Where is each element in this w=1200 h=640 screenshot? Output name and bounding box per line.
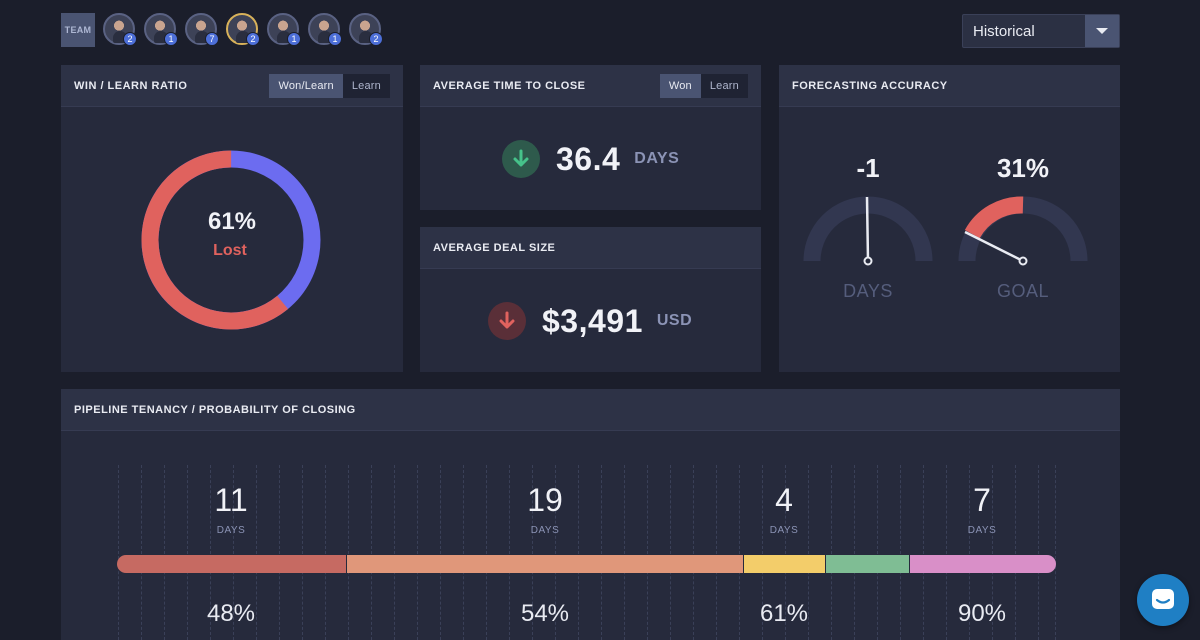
forecast-gauges <box>803 196 1088 266</box>
avatar-count-badge: 1 <box>287 32 301 46</box>
gauge-goal-label: GOAL <box>996 281 1050 301</box>
avg-deal-unit: USD <box>656 312 693 329</box>
avg-deal-header: AVERAGE DEAL SIZE <box>420 227 761 269</box>
gauge-goal-pivot <box>1018 256 1028 266</box>
panel-title: FORECASTING ACCURACY <box>792 79 948 92</box>
team-member-avatar[interactable]: 2 <box>103 13 137 46</box>
donut-lost-segment <box>141 150 321 330</box>
chat-launcher-button[interactable] <box>1137 574 1189 626</box>
win-learn-header: WIN / LEARN RATIO Won/Learn Learn <box>61 65 403 107</box>
stage-days-label: DAYS <box>530 525 560 536</box>
team-member-avatar[interactable]: 1 <box>308 13 342 46</box>
stage-days: 19 <box>527 482 563 518</box>
team-member-avatar[interactable]: 1 <box>267 13 301 46</box>
pipeline-stage-2: 19 DAYS <box>485 482 605 536</box>
gauge-goal-value: 31% <box>996 153 1050 183</box>
period-select-toggle[interactable] <box>1085 15 1119 47</box>
avatar-count-badge: 2 <box>123 32 137 46</box>
gauge-days-needle <box>865 196 870 262</box>
pipeline-segment-2[interactable] <box>347 555 743 573</box>
avg-deal-value: $3,491 <box>542 302 643 339</box>
pipeline-stage-4: 7 DAYS <box>922 482 1042 536</box>
avatar-count-badge: 7 <box>205 32 219 46</box>
pipeline-header: PIPELINE TENANCY / PROBABILITY OF CLOSIN… <box>61 389 1120 431</box>
pipeline-segment-4[interactable] <box>826 555 909 573</box>
pipeline-stage-1: 11 DAYS <box>171 482 291 536</box>
stage-days: 7 <box>973 482 991 518</box>
avatar-count-badge: 1 <box>328 32 342 46</box>
stage-probability: 54% <box>520 600 570 627</box>
win-learn-status: Lost <box>213 242 247 259</box>
toggle-learn[interactable]: Learn <box>700 73 748 98</box>
avg-time-header: AVERAGE TIME TO CLOSE Won Learn <box>420 65 761 107</box>
panel-title: WIN / LEARN RATIO <box>74 79 188 92</box>
stage-days: 11 <box>214 482 248 518</box>
chat-icon <box>1152 589 1174 609</box>
stage-probability: 90% <box>957 600 1007 627</box>
stage-days-label: DAYS <box>769 525 799 536</box>
stage-days-label: DAYS <box>216 525 246 536</box>
gauge-days-label: DAYS <box>843 281 893 301</box>
gauge-days-pivot <box>863 256 873 266</box>
toggle-won-learn[interactable]: Won/Learn <box>269 73 343 98</box>
win-learn-toggle: Won/Learn Learn <box>269 73 390 98</box>
pipeline-segment-5[interactable] <box>910 555 1056 573</box>
win-learn-donut <box>141 150 321 330</box>
pipeline-panel: PIPELINE TENANCY / PROBABILITY OF CLOSIN… <box>61 389 1120 640</box>
panel-title: PIPELINE TENANCY / PROBABILITY OF CLOSIN… <box>74 403 356 416</box>
gauge-days-value: -1 <box>856 153 880 183</box>
chevron-down-icon <box>1096 28 1108 34</box>
stage-days: 4 <box>775 482 793 518</box>
avg-time-value: 36.4 <box>556 140 621 177</box>
win-learn-panel: WIN / LEARN RATIO Won/Learn Learn 61% Lo… <box>61 65 403 372</box>
period-select-value: Historical <box>973 22 1035 40</box>
avg-time-panel: AVERAGE TIME TO CLOSE Won Learn 36.4 DAY… <box>420 65 761 210</box>
arrow-down-icon <box>502 140 540 178</box>
team-member-avatar-selected[interactable]: 2 <box>226 13 260 46</box>
avg-time-stat: 36.4 DAYS <box>502 140 679 178</box>
period-select[interactable]: Historical <box>962 14 1120 48</box>
toggle-learn[interactable]: Learn <box>342 73 390 98</box>
team-member-avatar[interactable]: 1 <box>144 13 178 46</box>
gauge-goal-fill <box>964 196 1024 239</box>
forecast-header: FORECASTING ACCURACY <box>779 65 1120 107</box>
avatar-count-badge: 2 <box>246 32 260 46</box>
panel-title: AVERAGE DEAL SIZE <box>433 241 556 254</box>
team-member-avatar[interactable]: 7 <box>185 13 219 46</box>
arrow-down-icon <box>488 302 526 340</box>
pipeline-bar <box>117 555 1056 573</box>
pipeline-segment-1[interactable] <box>117 555 346 573</box>
avg-time-toggle: Won Learn <box>659 73 748 98</box>
win-learn-percent: 61% <box>207 208 257 235</box>
pipeline-stage-3: 4 DAYS <box>724 482 844 536</box>
toggle-won[interactable]: Won <box>659 73 701 98</box>
stage-days-label: DAYS <box>967 525 997 536</box>
stage-probability: 48% <box>206 600 256 627</box>
gauge-goal-needle <box>964 230 1024 263</box>
avg-time-unit: DAYS <box>634 150 680 167</box>
avatar-count-badge: 1 <box>164 32 178 46</box>
team-filter-button[interactable]: TEAM <box>61 13 95 47</box>
panel-title: AVERAGE TIME TO CLOSE <box>433 79 586 92</box>
team-member-avatar[interactable]: 2 <box>349 13 383 46</box>
avg-deal-stat: $3,491 USD <box>488 302 692 340</box>
avg-deal-panel: AVERAGE DEAL SIZE $3,491 USD <box>420 227 761 372</box>
stage-probability: 61% <box>759 600 809 627</box>
pipeline-segment-3[interactable] <box>744 555 825 573</box>
forecast-panel: FORECASTING ACCURACY -1 31% DAYS GOAL <box>779 65 1120 372</box>
avatar-count-badge: 2 <box>369 32 383 46</box>
